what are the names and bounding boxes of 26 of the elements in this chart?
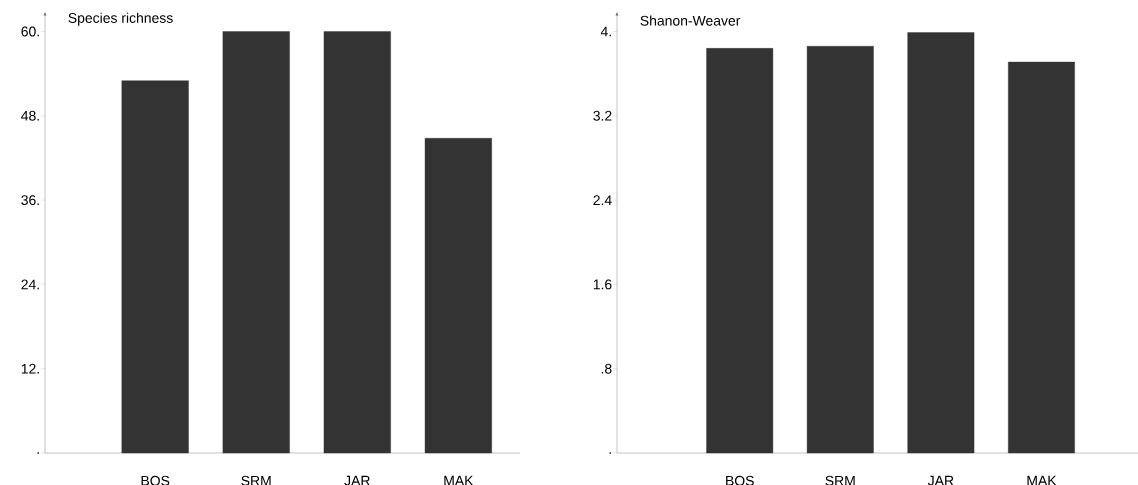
x-tick-label: JAR (927, 475, 954, 485)
x-tick-label: JAR (344, 475, 370, 485)
y-tick-label: .8 (601, 363, 612, 374)
y-tick-label: . (37, 452, 39, 454)
y-tick-label: 36. (21, 195, 39, 206)
x-tick-label: BOS (141, 475, 170, 485)
x-tick-label: SRM (825, 475, 855, 485)
y-tick-label: 12. (21, 363, 39, 374)
y-tick-label: 4. (600, 26, 611, 37)
y-tick-label: 1.6 (593, 279, 612, 290)
bar (424, 138, 492, 454)
bar (323, 31, 391, 454)
y-axis-title: Species richness (68, 12, 173, 26)
y-axis-title: Shanon-Weaver (640, 15, 741, 26)
y-tick-label: 60. (21, 26, 39, 37)
y-tick-label: 2.4 (593, 195, 612, 205)
y-tick-label: 24. (21, 279, 39, 290)
x-tick-label: MAK (444, 475, 474, 485)
bar (121, 80, 189, 454)
y-tick-label: 48. (21, 110, 39, 121)
x-tick-label: MAK (1027, 475, 1057, 485)
bar (222, 31, 290, 454)
y-tick-label: 3.2 (593, 110, 612, 121)
x-tick-label: SRM (241, 475, 271, 485)
x-tick-label: BOS (726, 475, 754, 485)
y-tick-label: . (609, 452, 611, 454)
